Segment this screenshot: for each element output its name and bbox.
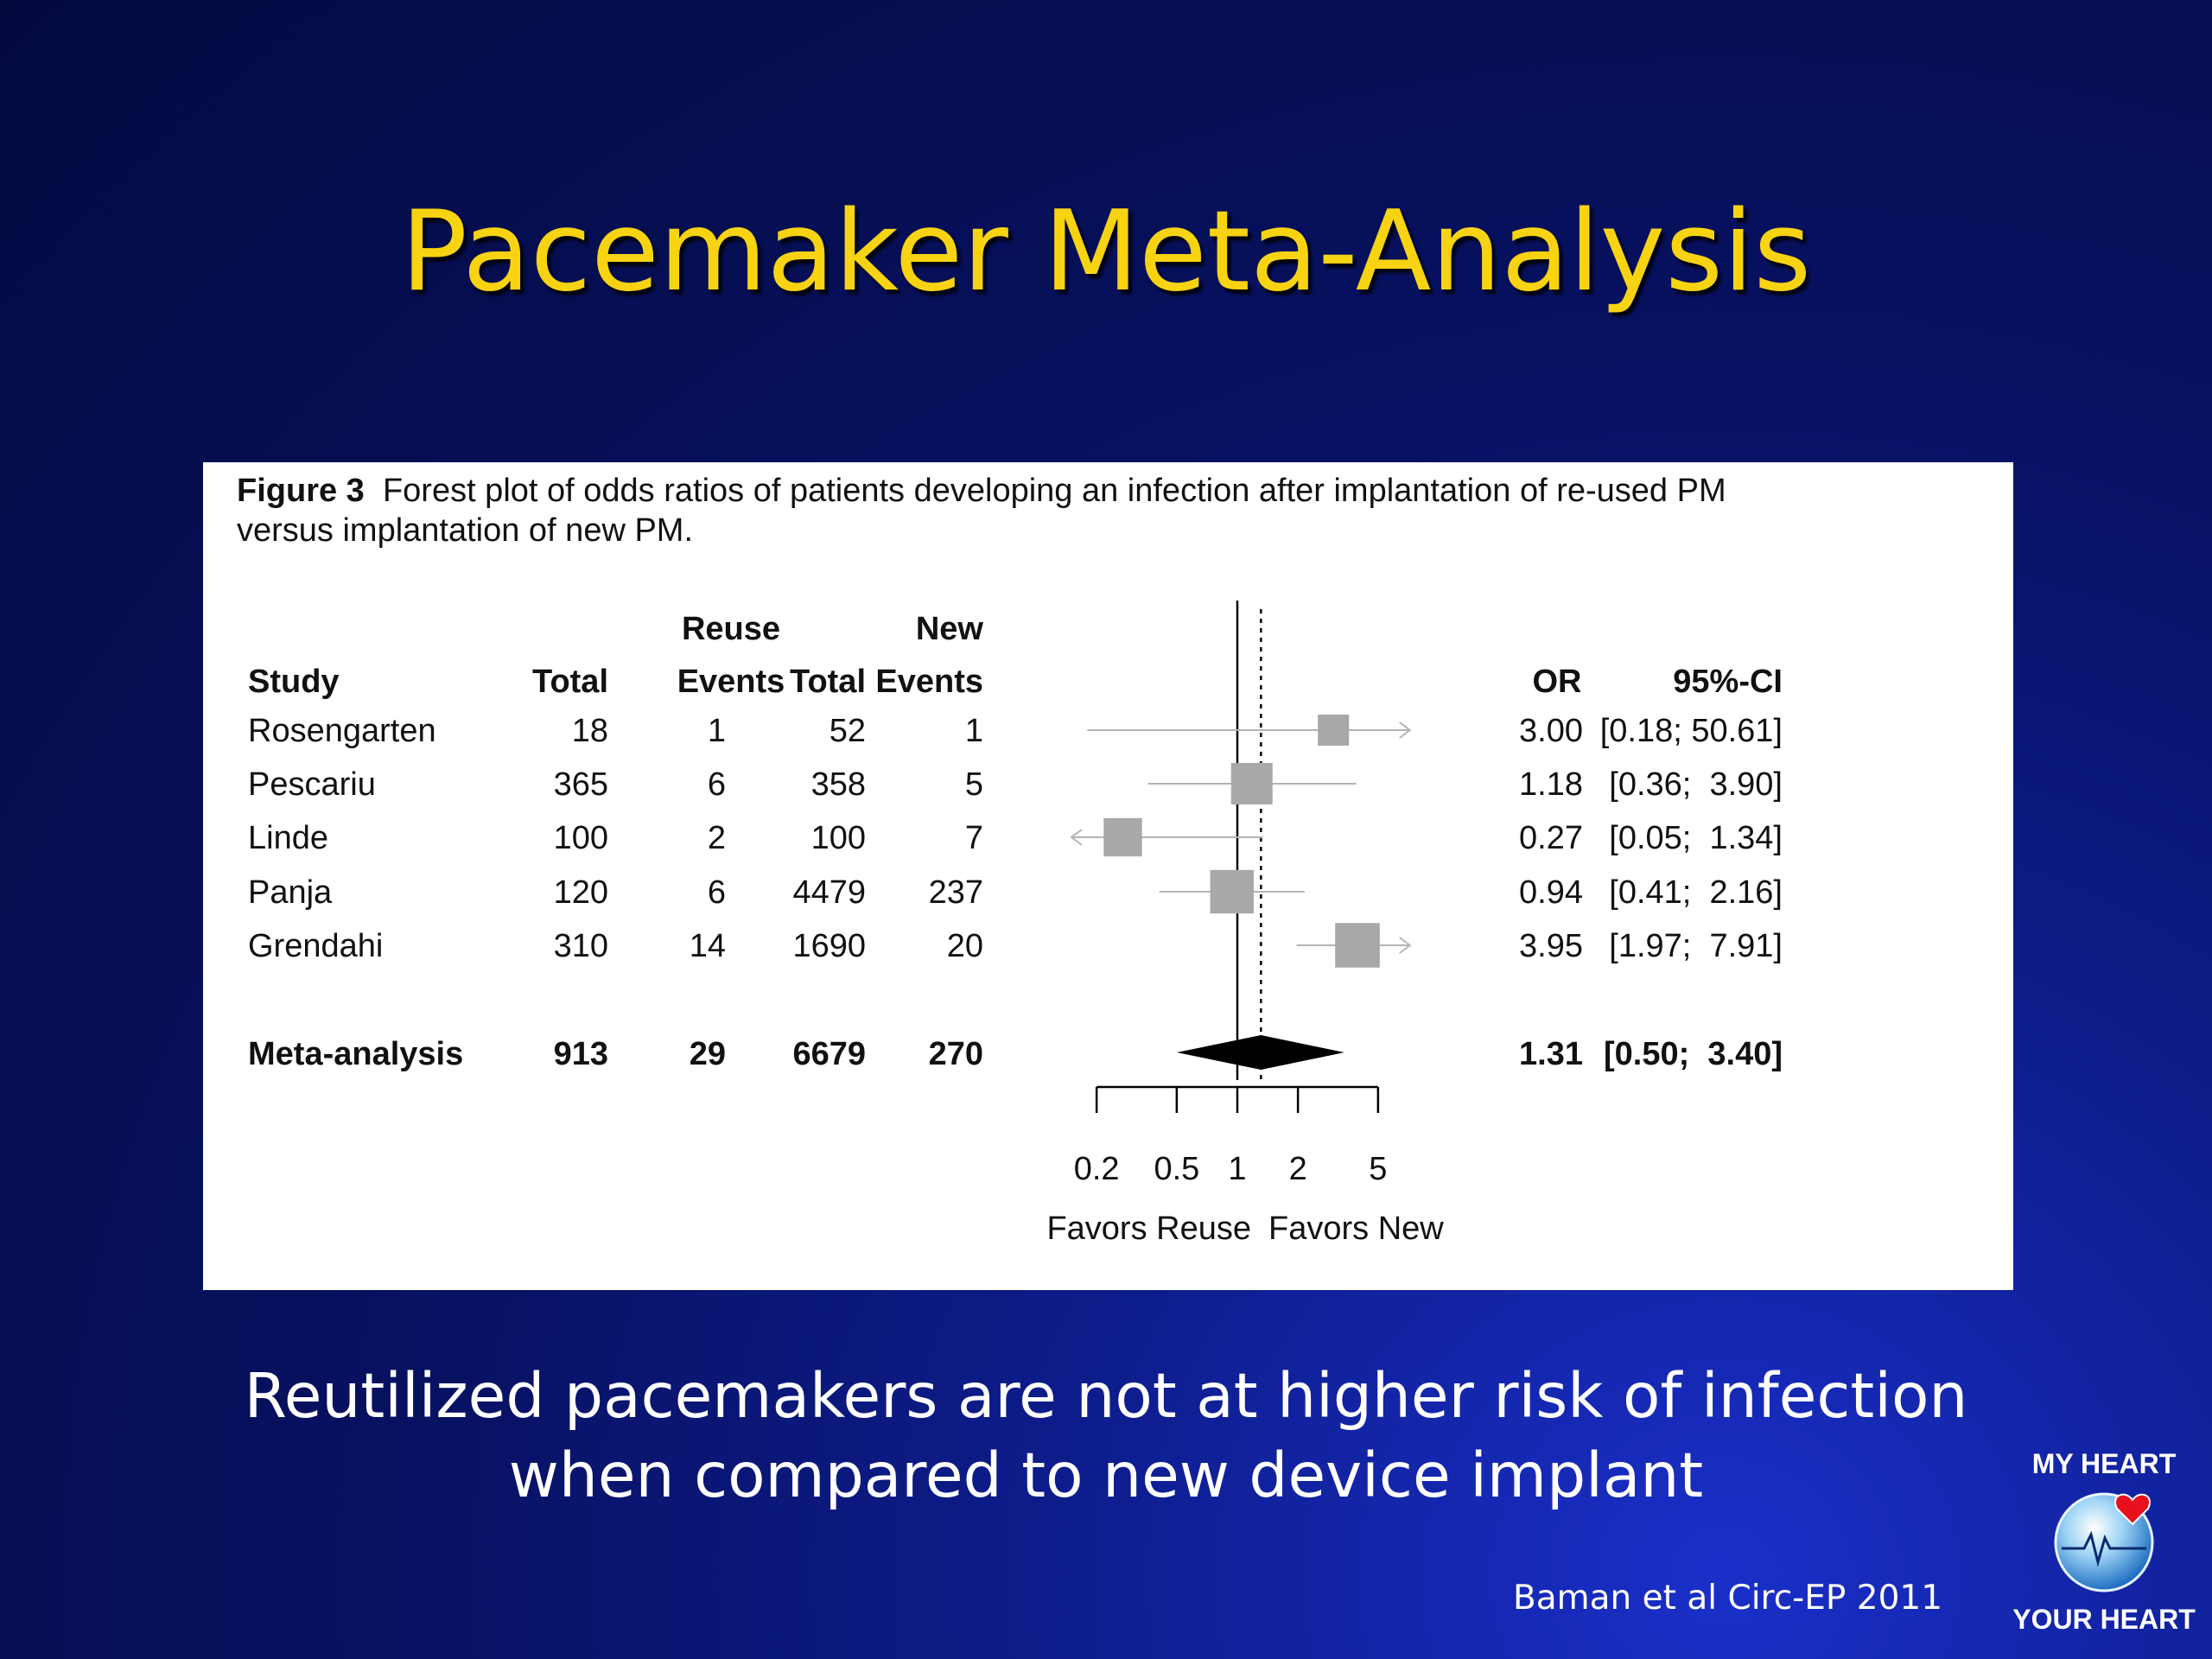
figure-caption: Figure 3 Forest plot of odds ratios of p… (237, 471, 1878, 550)
header-ci: 95%-CI (1673, 664, 1783, 700)
reuse-events-grendahi: 14 (690, 928, 726, 964)
reuse-events-pescariu: 6 (708, 766, 726, 803)
my-heart-logo: MY HEART YOUR HEART (2005, 1448, 2203, 1638)
header-or: OR (1533, 664, 1582, 700)
study-label-linde: Linde (248, 820, 328, 856)
x-tick-label-1: 0.5 (1154, 1151, 1199, 1187)
reuse-events-linde: 2 (708, 820, 726, 856)
ci-value-panja: [0.41; 2.16] (1609, 874, 1783, 911)
new-events-panja: 237 (929, 874, 983, 911)
summary-new-events: 270 (929, 1036, 983, 1072)
logo-text-bottom: YOUR HEART (2012, 1604, 2196, 1635)
globe-heart-icon (2054, 1492, 2154, 1592)
new-events-pescariu: 5 (965, 766, 983, 803)
or-marker-linde (1103, 817, 1142, 857)
summary-or-value: 1.31 (1519, 1036, 1583, 1072)
new-events-grendahi: 20 (947, 928, 983, 964)
header-study: Study (248, 664, 340, 700)
reuse-total-rosengarten: 18 (572, 713, 608, 749)
study-label-panja: Panja (248, 874, 333, 911)
header-new-total: Total (790, 664, 866, 700)
summary-reuse-total: 913 (554, 1036, 608, 1072)
ci-value-rosengarten: [0.18; 50.61] (1600, 713, 1783, 749)
x-tick-label-2: 1 (1228, 1151, 1246, 1187)
conclusion-text: Reutilized pacemakers are not at higher … (0, 1357, 2212, 1516)
header-new: New (916, 611, 984, 647)
logo-text-top: MY HEART (2031, 1448, 2177, 1479)
or-value-grendahi: 3.95 (1519, 928, 1583, 964)
reuse-total-grendahi: 310 (554, 928, 608, 964)
study-label-pescariu: Pescariu (248, 766, 376, 803)
figure-label: Figure 3 (237, 473, 365, 509)
favors-reuse-label: Favors Reuse (1046, 1211, 1251, 1247)
new-events-linde: 7 (965, 820, 983, 856)
x-tick-label-4: 5 (1369, 1151, 1387, 1187)
ci-value-pescariu: [0.36; 3.90] (1609, 766, 1783, 803)
new-total-panja: 4479 (792, 874, 866, 911)
conclusion-line-2: when compared to new device implant (508, 1440, 1704, 1511)
summary-ci-value: [0.50; 3.40] (1604, 1036, 1783, 1072)
ci-arrow-right-grendahi (1399, 937, 1412, 954)
ci-arrow-left-linde (1070, 829, 1083, 846)
ci-value-linde: [0.05; 1.34] (1609, 820, 1783, 856)
reuse-total-linde: 100 (554, 820, 608, 856)
new-events-rosengarten: 1 (965, 713, 983, 749)
x-tick-label-3: 2 (1289, 1151, 1307, 1187)
x-tick-label-0: 0.2 (1074, 1151, 1120, 1187)
new-total-pescariu: 358 (811, 766, 866, 803)
or-marker-grendahi (1335, 923, 1380, 968)
reuse-total-panja: 120 (554, 874, 608, 911)
header-reuse: Reuse (682, 611, 780, 647)
header-new-events: Events (875, 664, 983, 700)
or-value-pescariu: 1.18 (1519, 766, 1583, 803)
new-total-rosengarten: 52 (830, 713, 866, 749)
or-value-linde: 0.27 (1519, 820, 1583, 856)
caption-line-1: Forest plot of odds ratios of patients d… (382, 473, 1726, 509)
summary-label: Meta-analysis (248, 1036, 463, 1072)
summary-reuse-events: 29 (690, 1036, 726, 1072)
or-marker-pescariu (1230, 763, 1273, 804)
reuse-events-panja: 6 (708, 874, 726, 911)
caption-line-2: versus implantation of new PM. (237, 512, 694, 549)
favors-new-label: Favors New (1268, 1211, 1444, 1247)
header-reuse-events: Events (677, 664, 785, 700)
slide-title: Pacemaker Meta-Analysis (400, 188, 1812, 316)
study-label-grendahi: Grendahi (248, 928, 383, 964)
figure-panel: Figure 3 Forest plot of odds ratios of p… (203, 462, 2013, 1290)
reuse-total-pescariu: 365 (554, 766, 608, 803)
ci-value-grendahi: [1.97; 7.91] (1609, 928, 1783, 964)
citation: Baman et al Circ-EP 2011 (1513, 1579, 1943, 1618)
or-value-panja: 0.94 (1519, 874, 1583, 911)
summary-new-total: 6679 (792, 1036, 866, 1072)
study-label-rosengarten: Rosengarten (248, 713, 436, 749)
ci-arrow-right-rosengarten (1399, 721, 1412, 739)
summary-diamond (1176, 1035, 1344, 1070)
or-marker-rosengarten (1318, 715, 1350, 746)
header-reuse-total: Total (532, 664, 608, 700)
new-total-linde: 100 (811, 820, 866, 856)
conclusion-line-1: Reutilized pacemakers are not at higher … (244, 1360, 1968, 1432)
reuse-events-rosengarten: 1 (708, 713, 726, 749)
or-marker-panja (1210, 869, 1254, 914)
or-value-rosengarten: 3.00 (1519, 713, 1583, 749)
new-total-grendahi: 1690 (792, 928, 866, 964)
